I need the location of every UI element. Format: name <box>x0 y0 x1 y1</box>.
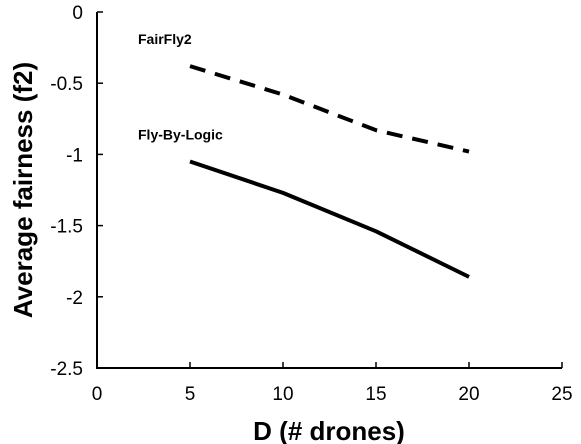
x-tick-label: 5 <box>185 384 196 405</box>
x-axis-title: D (# drones) <box>253 416 405 444</box>
x-tick-label: 15 <box>365 384 386 405</box>
y-axis-title: Average fairness (f2) <box>8 62 38 318</box>
series-label: Fly-By-Logic <box>138 127 223 143</box>
y-tick-label: -1 <box>66 145 83 166</box>
series-label: FairFly2 <box>138 31 192 47</box>
y-tick-label: -0.5 <box>50 74 83 95</box>
y-tick-label: -2.5 <box>50 359 83 380</box>
ticks: 0 5 10 15 20 25 0 -0.5 -1 -1.5 -2 -2.5 <box>50 3 572 405</box>
y-tick-label: 0 <box>72 3 83 24</box>
y-tick-label: -2 <box>66 288 83 309</box>
x-tick-label: 20 <box>458 384 479 405</box>
series-layer <box>189 64 470 279</box>
series-line-fairfly2 <box>189 64 470 154</box>
x-tick-label: 25 <box>551 384 572 405</box>
axes <box>96 12 562 369</box>
x-tick-label: 0 <box>92 384 103 405</box>
x-tick-label: 10 <box>272 384 293 405</box>
y-tick-label: -1.5 <box>50 217 83 238</box>
series-labels: FairFly2 Fly-By-Logic <box>138 31 223 142</box>
series-line-fly-by-logic <box>189 159 470 279</box>
